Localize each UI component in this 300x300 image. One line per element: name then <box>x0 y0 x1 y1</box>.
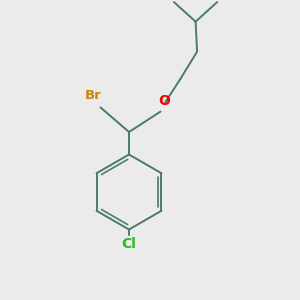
Text: Cl: Cl <box>122 237 136 251</box>
Text: Br: Br <box>85 89 101 102</box>
Text: O: O <box>158 94 170 108</box>
